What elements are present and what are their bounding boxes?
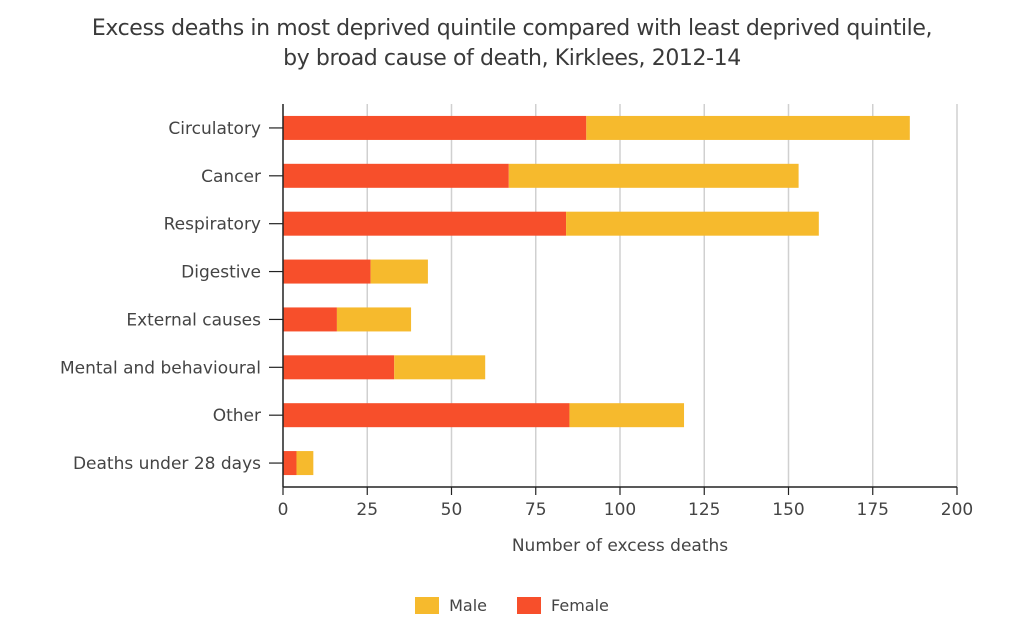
bar-female[interactable] <box>283 115 587 140</box>
y-tick-label: Cancer <box>201 167 261 187</box>
legend-label-female: Female <box>551 596 609 615</box>
bar-female[interactable] <box>283 163 509 188</box>
x-tick-label: 200 <box>941 500 973 520</box>
x-axis-label: Number of excess deaths <box>512 536 728 556</box>
bar-male[interactable] <box>370 259 428 284</box>
x-tick-label: 125 <box>688 500 720 520</box>
y-tick-label: External causes <box>126 310 261 330</box>
bar-female[interactable] <box>283 259 371 284</box>
bar-male[interactable] <box>508 163 799 188</box>
chart-subtitle: by broad cause of death, Kirklees, 2012-… <box>283 46 741 71</box>
chart-title: Excess deaths in most deprived quintile … <box>0 14 1024 74</box>
legend-label-male: Male <box>449 596 488 615</box>
x-tick-label: 150 <box>772 500 804 520</box>
bar-male[interactable] <box>569 403 685 428</box>
gridlines <box>366 104 958 487</box>
y-tick-label: Digestive <box>181 263 261 283</box>
y-tick-label: Other <box>213 406 261 426</box>
bar-female[interactable] <box>283 451 297 476</box>
x-tick-label: 100 <box>604 500 636 520</box>
bars <box>283 115 910 476</box>
x-tick-label: 75 <box>525 500 547 520</box>
legend: Male Female <box>0 596 1024 615</box>
bar-female[interactable] <box>283 403 570 428</box>
axes: 0 25 50 75 100 125 150 175 200 Circulatory Cancer R… <box>60 104 973 520</box>
bar-male[interactable] <box>394 355 486 380</box>
y-tick-label: Circulatory <box>168 119 261 139</box>
x-tick-label: 0 <box>278 500 289 520</box>
y-tick-label: Deaths under 28 days <box>73 454 261 474</box>
legend-item-female[interactable]: Female <box>517 596 609 615</box>
bar-female[interactable] <box>283 307 337 332</box>
bar-male[interactable] <box>566 211 819 236</box>
bar-female[interactable] <box>283 355 395 380</box>
y-tick-label: Mental and behavioural <box>60 358 261 378</box>
legend-swatch-male <box>415 597 440 614</box>
legend-swatch-female <box>517 597 542 614</box>
bar-female[interactable] <box>283 211 567 236</box>
y-tick-label: Respiratory <box>164 215 261 235</box>
bar-male[interactable] <box>296 451 314 476</box>
bar-male[interactable] <box>336 307 412 332</box>
legend-item-male[interactable]: Male <box>415 596 487 615</box>
x-tick-label: 25 <box>356 500 378 520</box>
bar-male[interactable] <box>586 115 910 140</box>
x-tick-label: 175 <box>857 500 889 520</box>
x-tick-label: 50 <box>441 500 463 520</box>
chart-title-line1: Excess deaths in most deprived quintile … <box>91 16 933 41</box>
